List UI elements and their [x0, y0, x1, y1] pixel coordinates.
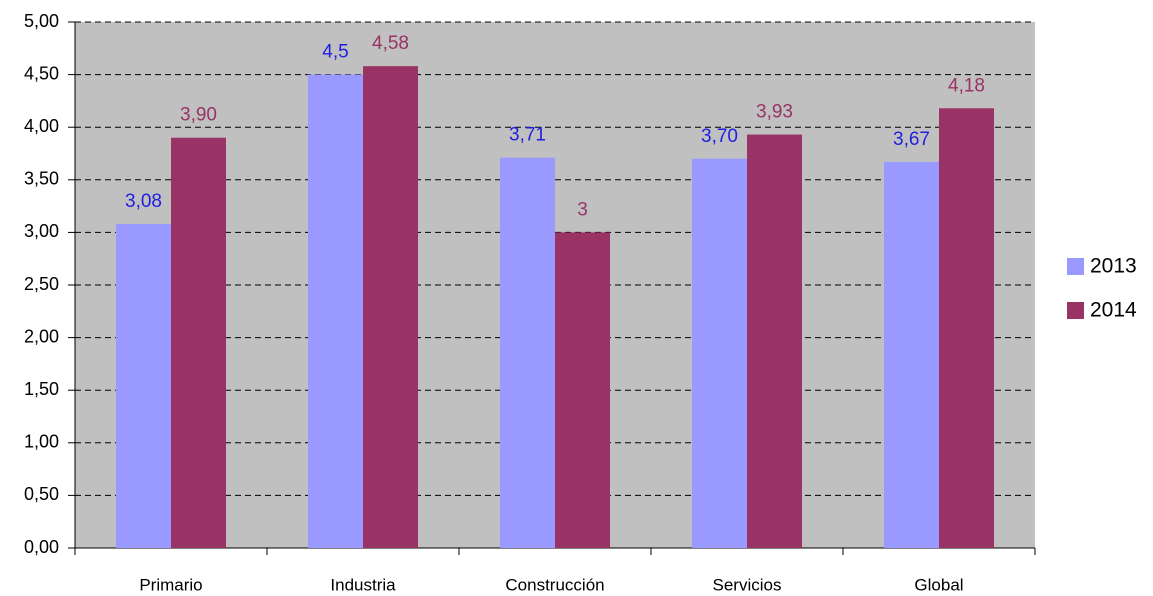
- bar: [500, 157, 555, 548]
- y-tick-label: 3,50: [24, 169, 59, 189]
- bar: [939, 108, 994, 548]
- y-tick-label: 3,00: [24, 221, 59, 241]
- bar: [692, 158, 747, 548]
- x-tick-label: Global: [914, 575, 963, 594]
- data-label: 4,5: [322, 42, 348, 63]
- bar: [308, 74, 363, 548]
- bar: [171, 137, 226, 548]
- x-tick-label: Construcción: [505, 575, 604, 594]
- legend-label: 2013: [1090, 255, 1137, 278]
- x-tick-label: Servicios: [713, 575, 782, 594]
- x-tick-label: Industria: [330, 575, 396, 594]
- data-label: 3,90: [180, 105, 217, 126]
- data-label: 3,08: [125, 191, 162, 212]
- data-label: 3: [577, 199, 588, 220]
- legend-swatch: [1067, 258, 1084, 275]
- bar: [555, 232, 610, 548]
- data-label: 3,67: [893, 129, 930, 150]
- legend-swatch: [1067, 302, 1084, 319]
- bar: [363, 66, 418, 549]
- y-tick-label: 0,00: [24, 537, 59, 557]
- data-label: 3,93: [756, 102, 793, 123]
- data-label: 3,71: [509, 125, 546, 146]
- y-tick-label: 2,50: [24, 274, 59, 294]
- data-label: 4,58: [372, 33, 409, 54]
- y-tick-label: 4,50: [24, 63, 59, 83]
- y-tick-label: 2,00: [24, 326, 59, 346]
- x-tick-label: Primario: [139, 575, 202, 594]
- data-label: 3,70: [701, 126, 738, 147]
- y-tick-label: 5,00: [24, 11, 59, 31]
- y-tick-label: 4,00: [24, 116, 59, 136]
- data-label: 4,18: [948, 75, 985, 96]
- bar: [116, 223, 171, 548]
- legend-label: 2014: [1090, 299, 1137, 322]
- y-tick-label: 1,00: [24, 432, 59, 452]
- y-tick-label: 1,50: [24, 379, 59, 399]
- y-tick-label: 0,50: [24, 484, 59, 504]
- bar: [884, 161, 939, 548]
- bar: [747, 134, 802, 548]
